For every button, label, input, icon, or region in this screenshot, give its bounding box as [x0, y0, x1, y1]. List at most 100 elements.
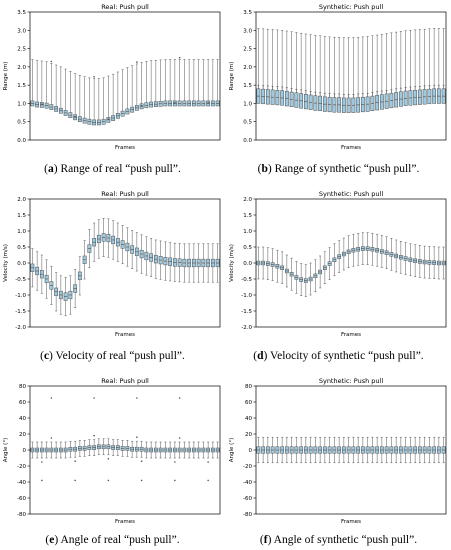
y-tick-label: 3.5	[17, 10, 26, 16]
flier	[207, 479, 209, 482]
plot-frame	[255, 198, 447, 328]
y-axis-label: Angle (°)	[3, 438, 9, 462]
y-tick-label: 0.0	[17, 138, 26, 144]
y-tick-label: 1.5	[243, 83, 252, 89]
y-tick-label: -60	[243, 496, 252, 502]
flier	[74, 479, 76, 482]
flier	[178, 397, 181, 399]
flier	[140, 460, 143, 462]
flier	[136, 436, 138, 438]
flier	[93, 397, 95, 399]
chart-range-real: Real: Push pull Range (m) Frames 0.0 0.5 1.0 1…	[3, 3, 221, 151]
y-tick-label: 1.5	[243, 213, 252, 219]
flier	[107, 118, 110, 120]
chart-panel-a: Real: Push pull Range (m) Frames 0.0 0.5 1.0 1…	[0, 0, 225, 160]
flier	[41, 461, 43, 463]
y-tick-label: -40	[17, 480, 26, 486]
flier	[207, 101, 209, 104]
x-axis-label: Frames	[341, 332, 361, 338]
flier	[178, 437, 181, 439]
flier	[178, 56, 181, 59]
y-tick-label: 80	[245, 384, 252, 390]
y-tick-label: -0.5	[15, 277, 26, 283]
caption-c: (c) Velocity of real “push pull”.	[40, 350, 185, 362]
plot-frame	[29, 11, 221, 141]
flier	[93, 75, 95, 78]
y-tick-label: 40	[19, 416, 26, 422]
chart-panel-b: Synthetic: Push pull Range (m) Frames 0.0 0.…	[226, 0, 451, 160]
y-tick-label: 40	[245, 416, 252, 422]
y-tick-label: 60	[245, 400, 252, 406]
y-tick-label: 2.0	[243, 65, 252, 71]
x-axis-label: Frames	[115, 519, 135, 525]
y-tick-label: -20	[243, 464, 252, 470]
caption-e: (e) Angle of real “push pull”.	[45, 534, 180, 546]
chart-title: Real: Push pull	[101, 377, 149, 385]
plot-frame	[255, 385, 447, 515]
y-axis-label: Velocity (m/s)	[3, 244, 9, 282]
chart-velocity-real: Real: Push pull Velocity (m/s) Frames -2.0 -…	[3, 190, 221, 338]
y-tick-label: -20	[17, 464, 26, 470]
y-tick-label: 0.0	[17, 261, 26, 267]
chart-angle-real: Real: Push pull Angle (°) Frames -80 -60 -40 -…	[3, 377, 221, 525]
y-tick-label: -1.5	[15, 309, 26, 315]
y-tick-label: -60	[17, 496, 26, 502]
y-tick-label: 2.5	[243, 47, 252, 53]
y-tick-label: 2.0	[17, 65, 26, 71]
chart-title: Real: Push pull	[101, 190, 149, 198]
y-tick-label: -1.0	[15, 293, 26, 299]
y-tick-label: 2.0	[17, 197, 26, 203]
y-tick-label: -2.0	[15, 325, 26, 331]
chart-title: Real: Push pull	[101, 3, 149, 11]
flier	[136, 397, 138, 399]
flier	[207, 461, 209, 463]
chart-panel-e: Real: Push pull Angle (°) Frames -80 -60 -40 -…	[0, 374, 225, 534]
flier	[140, 479, 143, 482]
y-tick-label: 0.5	[243, 245, 252, 251]
y-tick-label: 0.0	[243, 138, 252, 144]
chart-panel-f: Synthetic: Push pull Angle (°) Frames -80 -6…	[226, 374, 451, 534]
y-tick-label: -40	[243, 480, 252, 486]
flier	[50, 397, 53, 399]
y-tick-label: 0	[249, 448, 253, 454]
y-tick-label: 0	[23, 448, 27, 454]
plot-frame	[255, 11, 447, 141]
chart-title: Synthetic: Push pull	[319, 3, 383, 11]
x-axis-label: Frames	[115, 332, 135, 338]
flier	[107, 479, 110, 482]
chart-panel-c: Real: Push pull Velocity (m/s) Frames -2.0 -…	[0, 187, 225, 347]
y-tick-label: -2.0	[241, 325, 252, 331]
flier	[107, 458, 110, 460]
flier	[174, 461, 176, 463]
y-tick-label: 0.5	[17, 245, 26, 251]
flier	[174, 479, 176, 482]
chart-title: Synthetic: Push pull	[319, 190, 383, 198]
y-tick-label: 3.0	[243, 28, 252, 34]
y-axis-label: Range (m)	[229, 62, 235, 91]
flier	[41, 103, 43, 105]
flier	[93, 434, 95, 437]
plot-frame	[29, 198, 221, 328]
y-tick-label: 1.5	[17, 83, 26, 89]
y-tick-label: 20	[245, 432, 252, 438]
y-tick-label: 3.0	[17, 28, 26, 34]
y-tick-label: 1.0	[243, 101, 252, 107]
y-tick-label: 1.0	[17, 229, 26, 235]
y-tick-label: 0.5	[17, 120, 26, 126]
y-tick-label: 1.5	[17, 213, 26, 219]
y-tick-label: 2.0	[243, 197, 252, 203]
y-tick-label: 60	[19, 400, 26, 406]
y-tick-label: 1.0	[243, 229, 252, 235]
flier	[140, 104, 143, 107]
y-axis-label: Range (m)	[3, 62, 9, 91]
y-tick-label: 0.5	[243, 120, 252, 126]
caption-a: (a) Range of real “push pull”.	[44, 163, 181, 175]
y-axis-label: Angle (°)	[229, 438, 235, 462]
caption-b: (b) Range of synthetic “push pull”.	[257, 163, 420, 175]
y-tick-label: -1.0	[241, 293, 252, 299]
flier	[41, 479, 43, 482]
y-tick-label: 20	[19, 432, 26, 438]
chart-velocity-synthetic: Synthetic: Push pull Velocity (m/s) Frames…	[229, 190, 447, 338]
y-tick-label: 1.0	[17, 101, 26, 107]
flier	[74, 115, 76, 118]
